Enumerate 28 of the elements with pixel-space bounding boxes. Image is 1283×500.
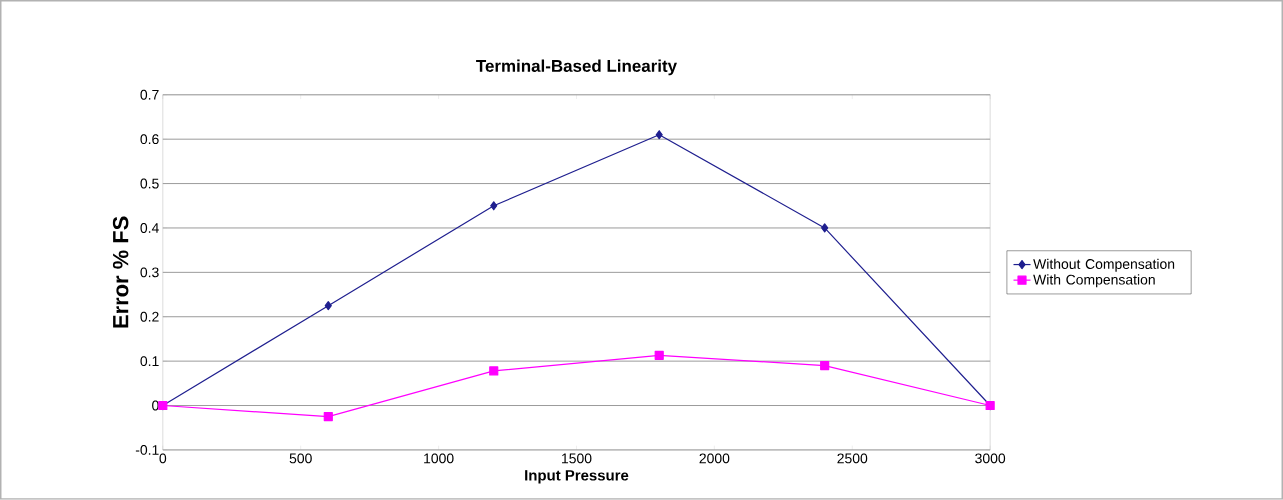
y-tick-label: 0.6 xyxy=(140,134,159,145)
point xyxy=(821,223,829,233)
y-axis-title: Error % FS xyxy=(112,216,129,328)
y-tick-label: -0.1 xyxy=(135,445,159,456)
x-tick-label: 2500 xyxy=(837,453,868,464)
y-tick-label: 0.4 xyxy=(140,223,159,234)
x-tick-label: 0 xyxy=(159,453,167,464)
y-tick-label: 0.1 xyxy=(140,356,159,367)
point xyxy=(324,301,332,311)
x-tick-label: 3000 xyxy=(975,453,1006,464)
x-tick-label: 500 xyxy=(289,453,312,464)
point xyxy=(323,412,333,422)
x-tick-label: 2000 xyxy=(699,453,730,464)
y-tick-label: 0.7 xyxy=(140,89,159,100)
legend-label: Without Compensation xyxy=(1033,258,1175,272)
point xyxy=(820,361,830,371)
x-axis-title: Input Pressure xyxy=(525,470,629,484)
point xyxy=(654,350,664,361)
y-tick-label: 0.5 xyxy=(140,178,159,189)
legend-label: With Compensation xyxy=(1033,274,1155,288)
y-tick-label: 0.3 xyxy=(140,267,159,278)
x-tick-label: 1500 xyxy=(562,453,592,464)
y-tick-label: 0.2 xyxy=(140,311,159,322)
x-tick-label: 1000 xyxy=(424,453,454,464)
point xyxy=(489,366,499,376)
chart-title: Terminal-Based Linearity xyxy=(476,59,677,76)
point xyxy=(655,130,663,140)
point xyxy=(490,201,498,211)
